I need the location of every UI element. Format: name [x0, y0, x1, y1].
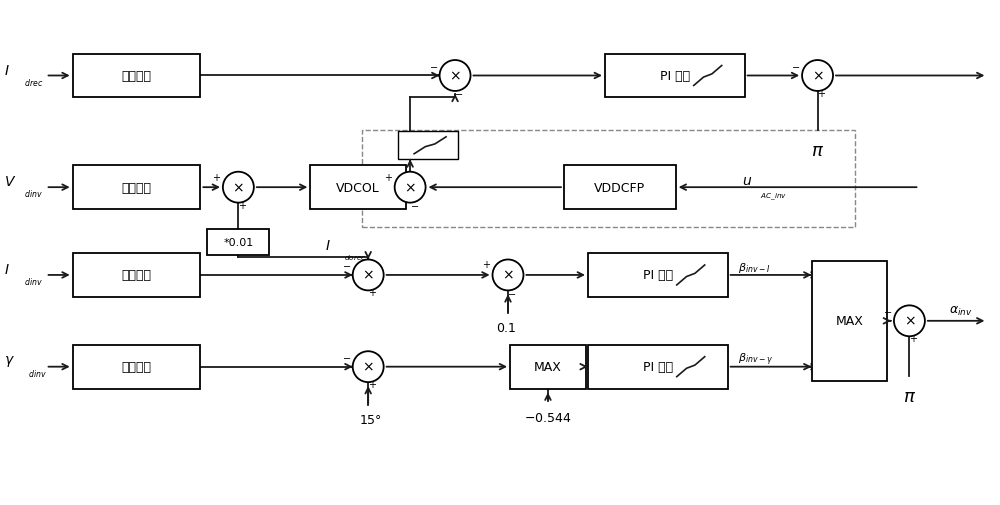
Text: $\times$: $\times$ — [449, 69, 461, 83]
Text: $I$: $I$ — [325, 238, 331, 252]
Text: $-$: $-$ — [410, 200, 419, 210]
Text: 测量环节: 测量环节 — [122, 181, 152, 194]
Text: $15°$: $15°$ — [359, 413, 382, 426]
Text: $\times$: $\times$ — [812, 69, 823, 83]
Text: PI 控制: PI 控制 — [660, 70, 690, 83]
Text: MAX: MAX — [534, 361, 562, 373]
Text: $-$: $-$ — [342, 260, 351, 270]
Text: $\times$: $\times$ — [404, 181, 416, 195]
Bar — [310, 166, 406, 210]
Bar — [73, 254, 200, 297]
Text: $\times$: $\times$ — [232, 181, 244, 195]
Text: $-$: $-$ — [791, 61, 800, 70]
Text: $\times$: $\times$ — [502, 268, 514, 282]
Circle shape — [440, 61, 471, 92]
Text: *0.01: *0.01 — [223, 237, 253, 247]
Bar — [605, 55, 745, 98]
Bar — [207, 229, 269, 256]
Text: $\pi$: $\pi$ — [811, 142, 824, 160]
Text: $_{dinv}$: $_{dinv}$ — [24, 276, 42, 288]
Text: $\beta_{inv-\gamma}$: $\beta_{inv-\gamma}$ — [738, 351, 773, 367]
Bar — [73, 55, 200, 98]
Text: $+$: $+$ — [909, 333, 918, 343]
Bar — [362, 131, 855, 228]
Text: $\times$: $\times$ — [904, 314, 915, 328]
Text: $+$: $+$ — [368, 378, 377, 389]
Text: VDDCFP: VDDCFP — [594, 181, 645, 194]
Text: PI 控制: PI 控制 — [643, 269, 673, 282]
Text: $u$: $u$ — [742, 174, 752, 188]
Text: $+$: $+$ — [482, 259, 491, 270]
Text: $-$: $-$ — [883, 305, 892, 315]
Text: $-$: $-$ — [429, 61, 438, 70]
Bar — [73, 345, 200, 389]
Text: $_{dorec}$: $_{dorec}$ — [344, 252, 367, 263]
Text: $I$: $I$ — [4, 263, 9, 276]
Text: $-$: $-$ — [342, 351, 351, 361]
Text: MAX: MAX — [836, 315, 863, 328]
Text: $-0.544$: $-0.544$ — [524, 411, 572, 424]
Bar — [564, 166, 676, 210]
Text: $+$: $+$ — [384, 171, 393, 182]
Text: $_{dinv}$: $_{dinv}$ — [28, 368, 46, 380]
Text: $_{dinv}$: $_{dinv}$ — [24, 188, 42, 201]
Bar — [398, 132, 458, 160]
Bar — [510, 345, 586, 389]
Text: 测量环节: 测量环节 — [122, 269, 152, 282]
Text: VDCOL: VDCOL — [336, 181, 380, 194]
Circle shape — [894, 306, 925, 337]
Text: $I$: $I$ — [4, 63, 9, 77]
Text: $-$: $-$ — [454, 88, 464, 98]
Text: $V$: $V$ — [4, 175, 16, 189]
Bar — [588, 345, 728, 389]
Circle shape — [353, 260, 384, 291]
Circle shape — [395, 172, 426, 203]
Circle shape — [802, 61, 833, 92]
Text: $\beta_{inv-I}$: $\beta_{inv-I}$ — [738, 261, 770, 274]
Bar — [812, 262, 887, 381]
Text: $\times$: $\times$ — [362, 268, 374, 282]
Text: $+$: $+$ — [817, 88, 826, 99]
Text: $+$: $+$ — [238, 199, 247, 210]
Text: 测量环节: 测量环节 — [122, 70, 152, 83]
Text: $\times$: $\times$ — [362, 360, 374, 374]
Bar — [73, 166, 200, 210]
Circle shape — [353, 351, 384, 382]
Text: 测量环节: 测量环节 — [122, 361, 152, 373]
Text: $0.1$: $0.1$ — [496, 321, 516, 334]
Text: PI 控制: PI 控制 — [643, 361, 673, 373]
Circle shape — [223, 172, 254, 203]
Text: $\alpha_{inv}$: $\alpha_{inv}$ — [949, 305, 973, 318]
Text: $+$: $+$ — [212, 171, 221, 182]
Text: $\gamma$: $\gamma$ — [4, 354, 15, 369]
Text: $_{AC\_inv}$: $_{AC\_inv}$ — [760, 190, 787, 201]
Bar — [588, 254, 728, 297]
Text: $_{drec}$: $_{drec}$ — [24, 77, 43, 89]
Text: $-$: $-$ — [507, 287, 517, 297]
Text: $+$: $+$ — [368, 287, 377, 298]
Circle shape — [493, 260, 523, 291]
Text: $\pi$: $\pi$ — [903, 387, 916, 405]
